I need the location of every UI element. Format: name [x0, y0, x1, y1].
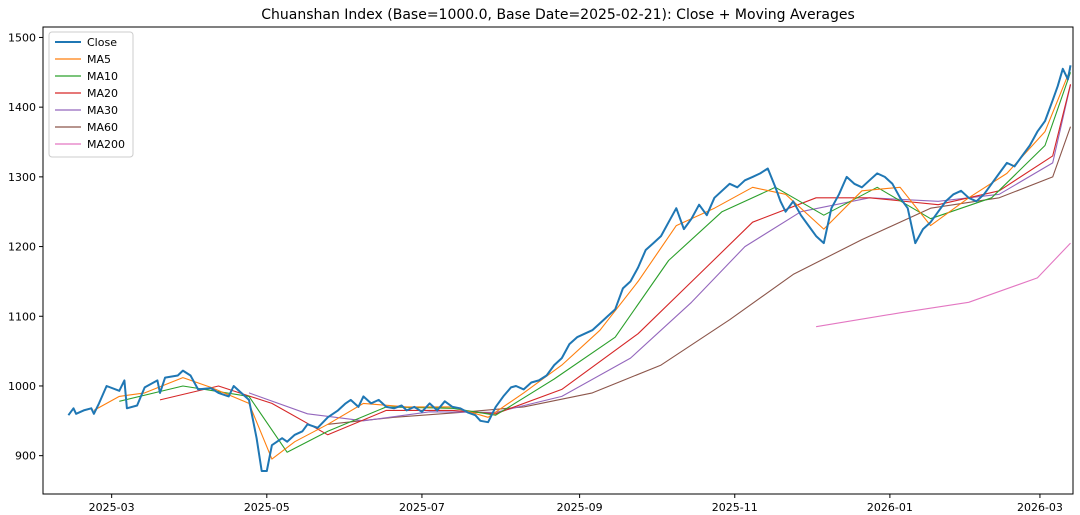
series-line-ma30 — [248, 84, 1072, 422]
legend-label-ma10: MA10 — [87, 70, 118, 83]
x-tick-label: 2025-03 — [89, 501, 135, 514]
series-line-ma5 — [93, 68, 1072, 460]
x-tick-label: 2026-03 — [1017, 501, 1063, 514]
y-tick-label: 1300 — [8, 171, 36, 184]
legend: Close MA5 MA10 MA20 MA30 MA60 MA200 — [48, 31, 134, 158]
legend-label-ma200: MA200 — [87, 138, 125, 151]
x-tick-label: 2025-05 — [244, 501, 290, 514]
legend-label-ma60: MA60 — [87, 121, 118, 134]
x-tick-label: 2025-07 — [399, 501, 445, 514]
y-tick-label: 900 — [15, 450, 36, 463]
axis-layer: 2025-03 2025-05 2025-07 2025-09 2025-11 2026-… — [8, 31, 1063, 514]
legend-label-ma20: MA20 — [87, 87, 118, 100]
series-layer — [67, 65, 1072, 472]
x-tick-label: 2026-01 — [867, 501, 913, 514]
legend-label-ma5: MA5 — [87, 53, 111, 66]
legend-label-close: Close — [87, 36, 117, 49]
legend-label-ma30: MA30 — [87, 104, 118, 117]
legend-box — [48, 31, 134, 158]
y-tick-label: 1400 — [8, 101, 36, 114]
x-tick-label: 2025-11 — [712, 501, 758, 514]
chart-title: Chuanshan Index (Base=1000.0, Base Date=… — [261, 7, 855, 23]
series-line-ma200 — [816, 242, 1071, 328]
y-tick-label: 1000 — [8, 380, 36, 393]
y-tick-label: 1100 — [8, 310, 36, 323]
y-tick-label: 1200 — [8, 241, 36, 254]
plot-frame — [42, 26, 1074, 495]
y-tick-label: 1500 — [8, 31, 36, 44]
x-tick-label: 2025-09 — [557, 501, 603, 514]
series-line-close — [67, 65, 1072, 472]
series-line-ma10 — [119, 72, 1072, 453]
